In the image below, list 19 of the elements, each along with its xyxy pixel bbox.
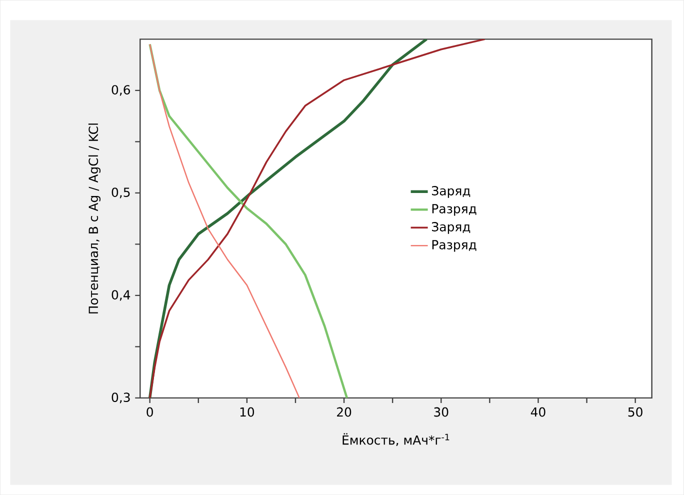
legend-label: Заряд [432, 186, 470, 198]
y-tick-label: 0,5 [112, 188, 130, 198]
x-tick-label: 20 [337, 407, 352, 417]
x-tick-label: 30 [434, 407, 448, 417]
x-tick-label: 40 [530, 407, 546, 417]
line-series [148, 43, 348, 398]
legend-label: Заряд [432, 222, 470, 234]
y-axis-title: Потенциал, В с Ag / AgCl / KCl [88, 124, 100, 314]
y-tick-label: 0,4 [112, 290, 130, 301]
y-tick-label: 0,6 [112, 85, 130, 96]
x-tick-label: 0 [146, 407, 153, 417]
x-tick-label: 10 [240, 407, 254, 417]
x-tick-label: 50 [628, 407, 642, 417]
x-axis-title: Ёмкость, мАч*г$^{-1}$ [342, 433, 450, 446]
line-series [149, 44, 300, 398]
legend-label: Разряд [432, 204, 476, 216]
legend-label: Разряд [432, 240, 476, 252]
line-series [148, 39, 486, 398]
y-tick-label: 0,3 [112, 392, 130, 404]
